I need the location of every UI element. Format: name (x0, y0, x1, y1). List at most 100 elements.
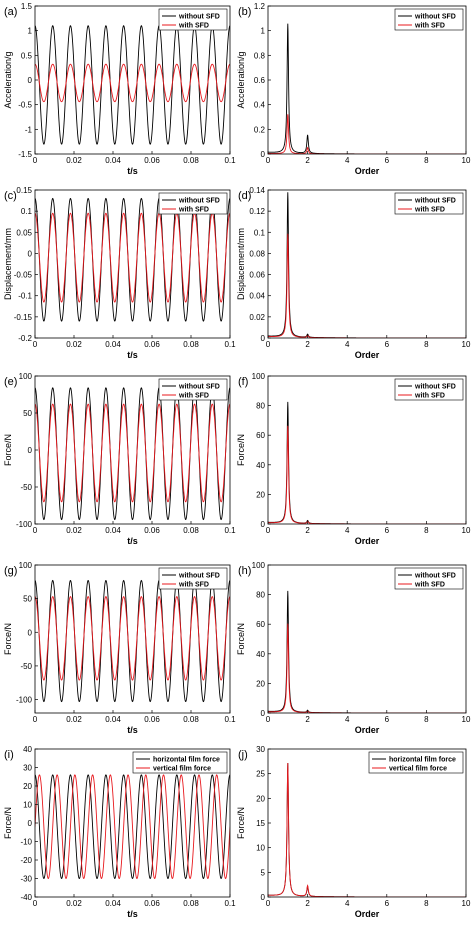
panel-label: (c) (4, 190, 17, 202)
y-tick-label: 0.02 (249, 313, 265, 322)
x-tick-label: 0.1 (224, 156, 236, 165)
y-axis-label: Displacement/mm (3, 228, 13, 300)
panel-label: (b) (238, 6, 251, 18)
y-tick-label: 0.4 (254, 101, 266, 110)
y-axis-label: Force/N (236, 434, 246, 466)
legend-label: without SFD (414, 573, 456, 580)
x-tick-label: 0 (33, 340, 38, 349)
y-tick-label: 40 (256, 650, 265, 659)
chart-panel-a: 0 0.02 0.04 0.06 0.08 0.1 -1.5 -1 -0.5 0 0.5 1 1.5 t/… (3, 2, 236, 176)
x-tick-label: 0.02 (66, 526, 82, 535)
x-tick-label: 0 (33, 156, 38, 165)
chart-panel-c: 0 0.02 0.04 0.06 0.08 0.1 -0.2 -0.15 -0.1 -0.05 0 0… (3, 186, 236, 360)
legend-label: with SFD (178, 207, 209, 214)
x-tick-label: 0 (33, 526, 38, 535)
chart-panel-g: 0 0.02 0.04 0.06 0.08 0.1 -100 -50 0 50 100 t/s Forc… (3, 561, 236, 735)
series-line-secondary (35, 403, 230, 503)
x-tick-label: 2 (305, 899, 310, 908)
chart-panel-j: 0 2 4 6 8 10 0 5 10 15 20 25 30 Order Force/N (j) horizo… (236, 745, 471, 919)
x-axis-label: Order (355, 536, 380, 546)
y-tick-label: 100 (19, 372, 33, 381)
y-tick-label: 0.08 (249, 249, 265, 258)
y-tick-label: 30 (23, 764, 32, 773)
panel-label: (f) (238, 376, 248, 388)
y-tick-label: -1.5 (18, 150, 32, 159)
x-tick-label: 8 (424, 340, 429, 349)
y-tick-label: -10 (20, 838, 32, 847)
legend-label: without SFD (178, 198, 220, 205)
y-tick-label: 0 (28, 819, 33, 828)
legend-label: with SFD (178, 393, 209, 400)
x-tick-label: 0.02 (66, 715, 82, 724)
plot-frame (267, 189, 467, 339)
x-tick-label: 0.1 (224, 340, 236, 349)
panel-label: (h) (238, 565, 251, 577)
legend-label: horizontal film force (153, 757, 220, 764)
x-tick-label: 10 (462, 715, 471, 724)
series-line-secondary (268, 114, 466, 154)
y-tick-label: 0.12 (249, 207, 265, 216)
series-line-primary (35, 774, 230, 880)
x-axis-label: t/s (127, 909, 138, 919)
x-axis-label: t/s (127, 350, 138, 360)
x-tick-label: 6 (385, 156, 390, 165)
series-line-secondary (35, 774, 230, 880)
y-tick-label: -1 (25, 125, 33, 134)
x-tick-label: 8 (424, 715, 429, 724)
y-tick-label: -100 (16, 520, 33, 529)
y-tick-label: 0 (261, 520, 266, 529)
y-tick-label: 0 (28, 249, 33, 258)
y-axis-label: Force/N (3, 623, 13, 655)
x-tick-label: 0.04 (105, 526, 121, 535)
y-tick-label: 0.5 (21, 51, 33, 60)
x-tick-label: 0 (33, 715, 38, 724)
legend-label: with SFD (178, 23, 209, 30)
y-axis-label: Acceleration/g (236, 51, 246, 108)
series-line-secondary (35, 596, 230, 681)
legend-label: without SFD (414, 198, 456, 205)
x-tick-label: 6 (385, 340, 390, 349)
y-tick-label: 80 (256, 591, 265, 600)
x-tick-label: 8 (424, 526, 429, 535)
y-tick-label: 40 (256, 461, 265, 470)
legend-label: with SFD (414, 393, 445, 400)
x-axis-label: t/s (127, 166, 138, 176)
x-tick-label: 0.1 (224, 526, 236, 535)
y-tick-label: -0.1 (18, 292, 32, 301)
x-tick-label: 8 (424, 156, 429, 165)
y-axis-label: Force/N (236, 623, 246, 655)
plot-frame (267, 375, 467, 525)
x-tick-label: 0.04 (105, 340, 121, 349)
panel-label: (d) (238, 190, 251, 202)
x-tick-label: 4 (345, 156, 350, 165)
y-tick-label: -0.2 (18, 334, 32, 343)
y-tick-label: 0.14 (249, 186, 265, 195)
x-tick-label: 10 (462, 340, 471, 349)
x-tick-label: 0.04 (105, 715, 121, 724)
y-tick-label: 1 (28, 27, 33, 36)
chart-panel-b: 0 2 4 6 8 10 0 0.2 0.4 0.6 0.8 1 1.2 Order Acceleratio… (236, 2, 471, 176)
legend-label: with SFD (414, 23, 445, 30)
legend-label: vertical film force (153, 766, 211, 773)
series-line-secondary (35, 63, 230, 103)
y-tick-label: 20 (23, 782, 32, 791)
y-tick-label: 1.5 (21, 2, 33, 11)
chart-panel-i: 0 0.02 0.04 0.06 0.08 0.1 -40 -30 -20 -10 0 10 20 30 4… (3, 745, 236, 919)
x-tick-label: 0 (266, 156, 271, 165)
x-tick-label: 0.08 (183, 156, 199, 165)
y-tick-label: 0.2 (254, 125, 266, 134)
x-tick-label: 0.06 (144, 156, 160, 165)
series-line-secondary (268, 425, 466, 524)
legend-label: without SFD (178, 14, 220, 21)
series-line-primary (268, 401, 466, 524)
y-tick-label: 100 (252, 372, 266, 381)
x-tick-label: 0.08 (183, 715, 199, 724)
panel-label: (a) (4, 6, 17, 18)
y-tick-label: 0.6 (254, 76, 266, 85)
y-tick-label: 50 (23, 409, 32, 418)
x-tick-label: 0.04 (105, 156, 121, 165)
y-tick-label: -100 (16, 696, 33, 705)
y-tick-label: 80 (256, 402, 265, 411)
